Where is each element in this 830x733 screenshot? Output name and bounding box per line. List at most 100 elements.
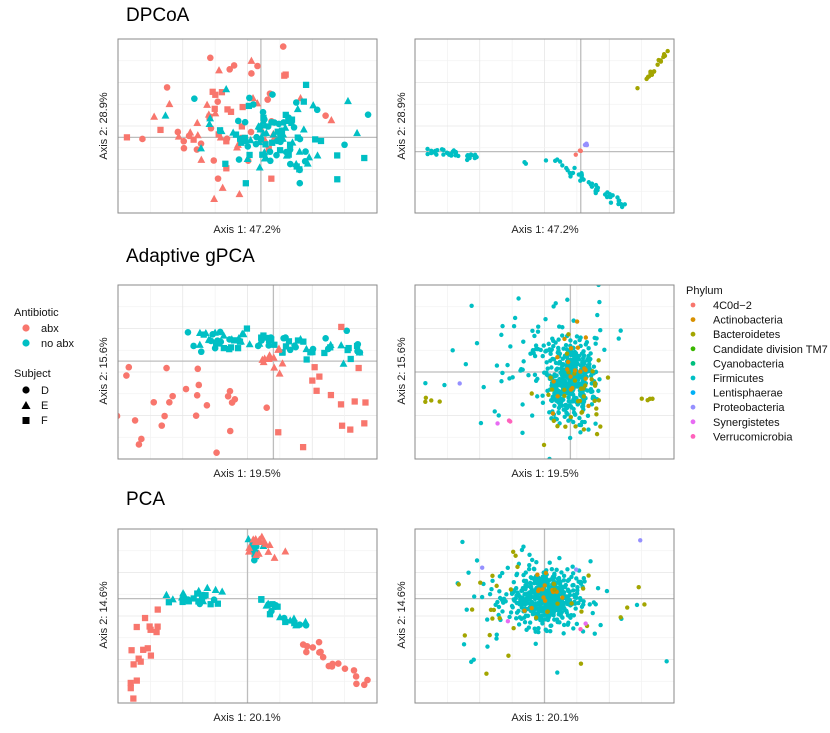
sample-point-no-abx (241, 118, 249, 126)
sample-point-no-abx (276, 147, 284, 154)
taxon-point-firmicutes (523, 596, 529, 602)
taxon-point-firmicutes (588, 389, 594, 395)
taxon-point-proteobacteria (457, 381, 462, 386)
taxon-point-firmicutes (524, 601, 530, 606)
sample-point-no-abx (162, 590, 171, 598)
ylabel-dpcoa-samples: Axis 2: 28.9% (98, 92, 110, 159)
taxon-point-firmicutes (547, 456, 552, 459)
taxon-point-bacteroidetes (594, 431, 600, 437)
sample-point-abx (174, 128, 182, 136)
taxon-point-bacteroidetes (487, 632, 492, 638)
sample-point-abx (352, 673, 360, 680)
sample-point-abx (315, 638, 323, 646)
sample-point-no-abx (201, 328, 210, 337)
taxon-point-firmicutes (500, 370, 505, 376)
sample-point-no-abx (179, 598, 186, 606)
sample-point-no-abx (301, 158, 309, 165)
sample-point-abx (130, 661, 137, 668)
taxon-point-firmicutes (433, 148, 438, 154)
sample-point-abx (102, 410, 109, 417)
taxon-point-firmicutes (566, 395, 571, 400)
sample-point-abx (247, 128, 255, 136)
points (102, 323, 369, 456)
taxon-point-firmicutes (471, 594, 477, 599)
taxon-point-bacteroidetes (586, 573, 591, 578)
taxon-point-firmicutes (564, 375, 570, 380)
sample-point-no-abx (292, 99, 300, 106)
title-adaptive-gpca: Adaptive gPCA (126, 246, 255, 267)
taxon-point-firmicutes (586, 346, 591, 351)
sample-point-no-abx (273, 151, 280, 159)
taxon-point-firmicutes (568, 174, 573, 179)
taxon-point-bacteroidetes (508, 587, 514, 592)
sample-point-no-abx (271, 341, 278, 348)
taxon-point-firmicutes (557, 555, 562, 561)
sample-point-abx (299, 443, 307, 451)
taxon-point-firmicutes (558, 602, 564, 608)
taxon-point-firmicutes (442, 382, 447, 388)
taxon-point-actinobacteria (572, 368, 578, 373)
sample-point-no-abx (273, 137, 281, 145)
taxon-point-bacteroidetes (423, 399, 428, 404)
panel-pca-taxa (414, 528, 675, 704)
taxon-point-firmicutes (556, 410, 561, 416)
sample-point-no-abx (286, 346, 294, 354)
taxon-point-firmicutes (608, 200, 614, 205)
sample-point-abx (353, 680, 360, 688)
sample-point-abx (316, 649, 323, 656)
taxon-point-firmicutes (549, 566, 555, 572)
taxon-point-bacteroidetes (573, 424, 578, 429)
taxon-point-firmicutes (499, 332, 504, 338)
taxon-point-firmicutes (492, 409, 497, 414)
taxon-point-firmicutes (555, 350, 560, 355)
taxon-point-firmicutes (555, 157, 560, 162)
taxon-point-firmicutes (450, 348, 455, 353)
sample-point-abx (224, 106, 231, 113)
taxon-point-firmicutes (520, 402, 525, 407)
taxon-point-firmicutes (588, 559, 593, 564)
panel-frame (414, 284, 675, 460)
taxon-point-4c0d-2 (577, 148, 583, 153)
legend-no-abx-label: no abx (41, 338, 75, 350)
taxon-point-bacteroidetes (515, 564, 520, 570)
taxon-point-firmicutes (552, 596, 558, 602)
sample-point-no-abx (191, 95, 198, 102)
taxon-point-firmicutes (588, 373, 594, 378)
sample-point-no-abx (259, 334, 267, 341)
sample-point-abx (158, 422, 166, 429)
taxon-point-bacteroidetes (564, 351, 570, 356)
taxon-point-bacteroidetes (658, 58, 663, 63)
taxon-point-firmicutes (571, 419, 576, 425)
taxon-point-firmicutes (464, 157, 470, 163)
taxon-point-bacteroidetes (490, 616, 495, 621)
sample-point-no-abx (309, 101, 318, 109)
sample-point-no-abx (347, 355, 354, 363)
taxon-point-firmicutes (560, 333, 565, 338)
taxon-point-firmicutes (519, 366, 524, 372)
taxon-point-firmicutes (574, 588, 580, 593)
taxon-point-firmicutes (507, 614, 512, 620)
taxon-point-firmicutes (539, 267, 543, 271)
sample-point-abx (251, 534, 260, 543)
taxon-point-firmicutes (595, 312, 600, 318)
taxon-point-firmicutes (581, 576, 587, 581)
sample-point-no-abx (253, 133, 260, 141)
sample-point-no-abx (203, 583, 212, 591)
sample-point-no-abx (177, 593, 186, 601)
sample-point-abx (361, 420, 368, 427)
taxon-point-firmicutes (537, 613, 542, 619)
legend-phylum-swatch-lentisphaerae (690, 390, 696, 395)
taxon-point-firmicutes (555, 576, 561, 582)
taxon-point-firmicutes (592, 631, 597, 636)
taxon-point-firmicutes (509, 591, 515, 597)
sample-point-abx (226, 427, 234, 435)
sample-point-no-abx (290, 124, 298, 131)
sample-point-no-abx (211, 328, 220, 336)
taxon-point-firmicutes (574, 358, 579, 364)
ylabel-gpca-taxa: Axis 2: 15.6% (396, 337, 408, 404)
taxon-point-firmicutes (547, 560, 552, 565)
taxon-point-firmicutes (529, 413, 535, 418)
taxon-point-firmicutes (560, 325, 565, 330)
sample-point-no-abx (321, 349, 328, 357)
taxon-point-firmicutes (524, 583, 529, 589)
